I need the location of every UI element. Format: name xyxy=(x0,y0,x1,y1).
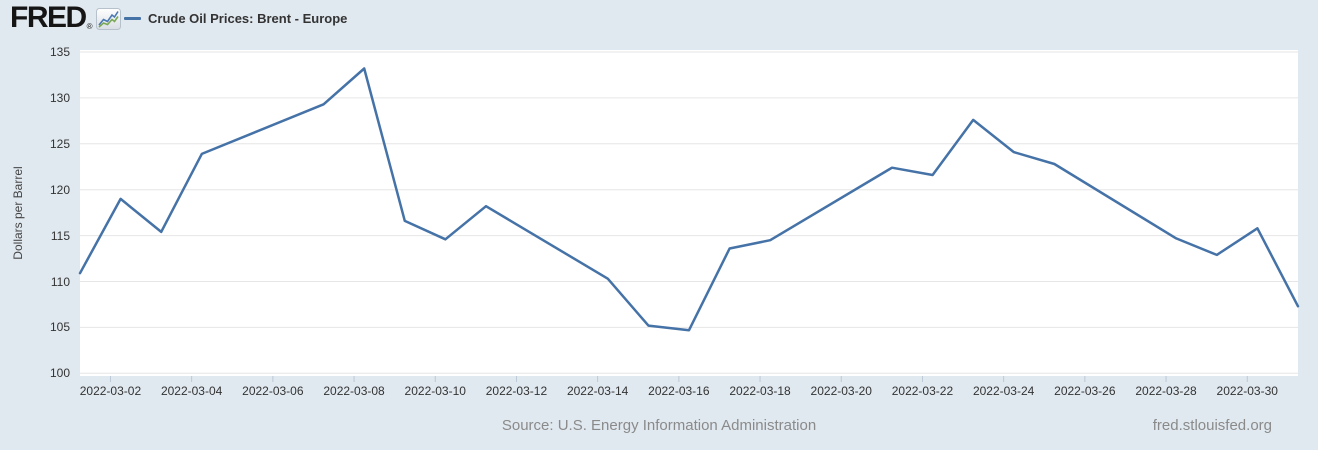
fred-logo-text: FRED xyxy=(10,1,87,34)
x-axis-tick-label: 2022-03-24 xyxy=(972,384,1035,398)
x-axis-tick-label: 2022-03-22 xyxy=(891,384,954,398)
x-axis-tick-label: 2022-03-02 xyxy=(79,384,142,398)
source-attribution: Source: U.S. Energy Information Administ… xyxy=(501,417,817,434)
data-series-line xyxy=(78,67,1300,332)
x-axis-tick-label: 2022-03-12 xyxy=(485,384,548,398)
legend-item[interactable]: Crude Oil Prices: Brent - Europe xyxy=(124,11,347,26)
x-axis-tick-label: 2022-03-08 xyxy=(323,384,385,398)
fred-site-link[interactable]: fred.stlouisfed.org xyxy=(1152,417,1272,434)
x-axis-tick-label: 2022-03-28 xyxy=(1135,384,1197,398)
x-axis-tick-label: 2022-03-10 xyxy=(404,384,466,398)
y-axis-tick-label: 100 xyxy=(49,366,70,381)
x-axis-tick-label: 2022-03-30 xyxy=(1216,384,1278,398)
y-axis-tick-label: 135 xyxy=(49,45,70,59)
legend-line-marker xyxy=(124,17,141,20)
legend-label: Crude Oil Prices: Brent - Europe xyxy=(148,11,348,26)
x-axis-tick-label: 2022-03-18 xyxy=(729,384,791,398)
y-axis-tick-label: 110 xyxy=(50,274,70,289)
y-axis-tick-label: 125 xyxy=(49,136,70,151)
y-axis-tick-label: 130 xyxy=(49,90,70,105)
x-axis-tick-label: 2022-03-04 xyxy=(160,384,223,398)
y-axis-title: Dollars per Barrel xyxy=(11,166,25,260)
x-axis-tick-label: 2022-03-14 xyxy=(566,384,629,398)
x-axis-tick-label: 2022-03-16 xyxy=(648,384,710,398)
x-axis-tick-label: 2022-03-26 xyxy=(1054,384,1116,398)
x-axis-tick-label: 2022-03-06 xyxy=(242,384,304,398)
fred-logo[interactable]: FRED ® xyxy=(10,1,121,34)
y-axis-tick-label: 120 xyxy=(49,182,70,197)
y-axis-tick-label: 115 xyxy=(50,228,70,243)
y-axis-tick-label: 105 xyxy=(49,320,70,335)
plot-area xyxy=(80,50,1298,376)
registered-trademark-symbol: ® xyxy=(86,22,93,31)
fred-logo-chart-icon xyxy=(95,8,121,30)
x-axis-tick-label: 2022-03-20 xyxy=(810,384,872,398)
